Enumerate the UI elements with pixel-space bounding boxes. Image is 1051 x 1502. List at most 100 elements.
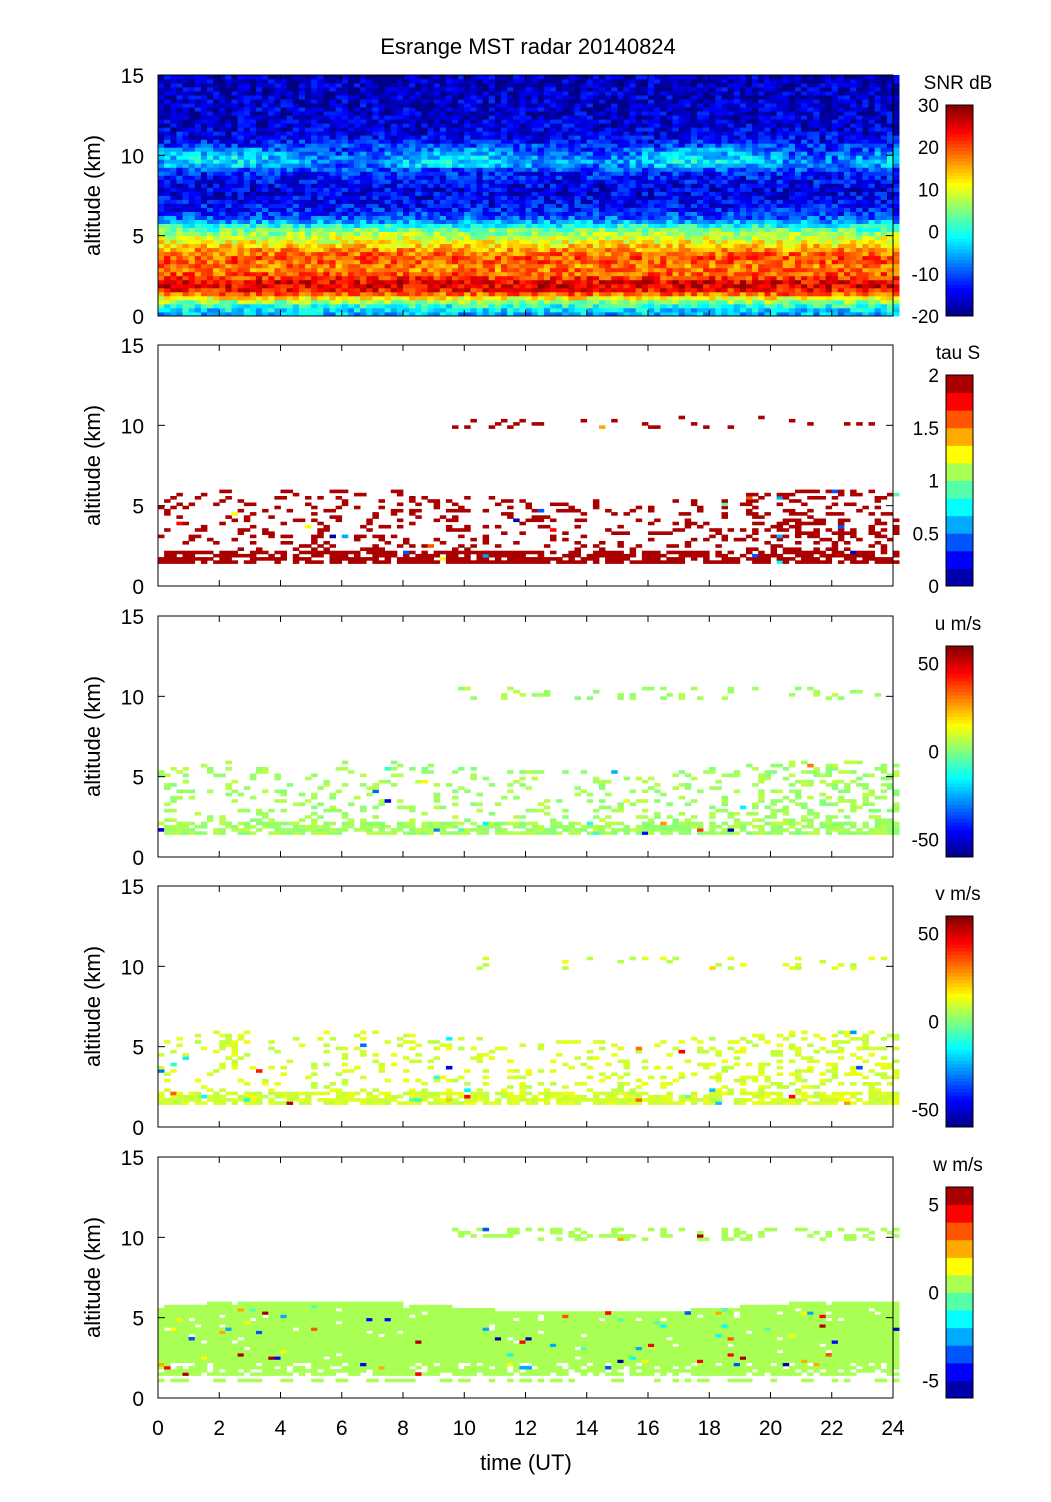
heatmap-cell <box>200 211 208 216</box>
heatmap-cell <box>525 267 532 273</box>
heatmap-cell <box>158 263 165 269</box>
heatmap-cell <box>415 119 422 124</box>
heatmap-cell <box>654 99 661 104</box>
heatmap-cell <box>164 175 171 180</box>
heatmap-cell <box>311 255 318 261</box>
heatmap-cell <box>617 135 624 140</box>
heatmap-cell <box>592 159 600 164</box>
heatmap-cell <box>427 139 434 144</box>
heatmap-cell <box>182 312 189 317</box>
heatmap-cell <box>378 239 385 245</box>
heatmap-cell <box>256 147 263 152</box>
heatmap-cell <box>513 151 520 156</box>
heatmap-cell <box>403 111 410 116</box>
heatmap-cell <box>176 135 183 140</box>
heatmap-cell <box>384 255 392 261</box>
heatmap-cell <box>439 95 447 100</box>
heatmap-cell <box>525 215 532 220</box>
heatmap-cell <box>617 155 624 160</box>
heatmap-cell <box>433 175 441 180</box>
heatmap-cell <box>219 223 226 228</box>
heatmap-cell <box>256 175 263 180</box>
heatmap-cell <box>648 312 655 317</box>
heatmap-cell <box>237 79 245 84</box>
heatmap-cell <box>268 115 275 120</box>
heatmap-cell <box>286 299 294 305</box>
heatmap-cell <box>507 259 514 265</box>
heatmap-cell <box>476 123 483 128</box>
heatmap-cell <box>507 275 514 281</box>
heatmap-cell <box>360 131 367 136</box>
heatmap-cell <box>648 227 655 232</box>
heatmap-cell <box>390 255 398 261</box>
heatmap-cell <box>164 255 171 261</box>
heatmap-cell <box>341 187 349 192</box>
heatmap-cell <box>378 179 385 184</box>
heatmap-cell <box>592 231 600 237</box>
heatmap-cell <box>219 283 226 289</box>
heatmap-cell <box>654 247 661 253</box>
heatmap-cell <box>243 75 251 80</box>
heatmap-cell <box>219 79 226 84</box>
heatmap-cell <box>219 303 226 309</box>
heatmap-cell <box>568 135 575 140</box>
heatmap-cell <box>384 291 392 297</box>
heatmap-cell <box>617 283 624 289</box>
heatmap-cell <box>556 131 563 136</box>
heatmap-cell <box>305 163 312 168</box>
heatmap-cell <box>207 215 214 220</box>
heatmap-cell <box>415 87 422 92</box>
heatmap-cell <box>237 103 245 108</box>
heatmap-cell <box>207 291 214 297</box>
heatmap-cell <box>501 171 508 176</box>
heatmap-cell <box>531 239 539 245</box>
heatmap-cell <box>562 255 569 261</box>
heatmap-cell <box>372 279 379 285</box>
heatmap-cell <box>329 291 336 297</box>
heatmap-cell <box>200 191 208 196</box>
heatmap-cell <box>390 163 398 168</box>
heatmap-cell <box>329 143 336 148</box>
heatmap-cell <box>611 303 618 309</box>
heatmap-cell <box>390 267 398 273</box>
heatmap-cell <box>268 195 275 200</box>
heatmap-cell <box>164 135 171 140</box>
heatmap-cell <box>354 75 361 80</box>
heatmap-cell <box>341 123 349 128</box>
heatmap-cell <box>286 263 294 269</box>
heatmap-cell <box>274 119 281 124</box>
heatmap-cell <box>225 195 232 200</box>
heatmap-cell <box>574 143 581 148</box>
heatmap-cell <box>531 87 539 92</box>
heatmap-cell <box>323 123 330 128</box>
heatmap-cell <box>335 211 343 216</box>
heatmap-cell <box>452 308 459 313</box>
heatmap-cell <box>562 183 569 188</box>
heatmap-cell <box>372 143 379 148</box>
heatmap-cell <box>470 179 477 184</box>
heatmap-cell <box>488 223 496 228</box>
heatmap-cell <box>366 163 373 168</box>
heatmap-cell <box>237 191 245 196</box>
heatmap-cell <box>194 187 202 192</box>
heatmap-cell <box>439 235 447 241</box>
heatmap-cell <box>170 95 177 100</box>
heatmap-cell <box>494 175 502 180</box>
heatmap-cell <box>396 167 404 172</box>
heatmap-cell <box>219 187 226 192</box>
heatmap-cell <box>537 123 545 128</box>
heatmap-cell <box>213 295 220 301</box>
heatmap-cell <box>384 275 392 281</box>
heatmap-cell <box>158 127 165 132</box>
heatmap-cell <box>317 195 324 200</box>
heatmap-cell <box>347 163 355 168</box>
heatmap-cell <box>341 295 349 301</box>
heatmap-cell <box>525 75 532 80</box>
heatmap-cell <box>531 167 539 172</box>
heatmap-cell <box>396 187 404 192</box>
heatmap-cell <box>464 151 471 156</box>
heatmap-cell <box>243 267 251 273</box>
heatmap-cell <box>482 295 490 301</box>
heatmap-cell <box>648 155 655 160</box>
heatmap-cell <box>494 243 502 249</box>
